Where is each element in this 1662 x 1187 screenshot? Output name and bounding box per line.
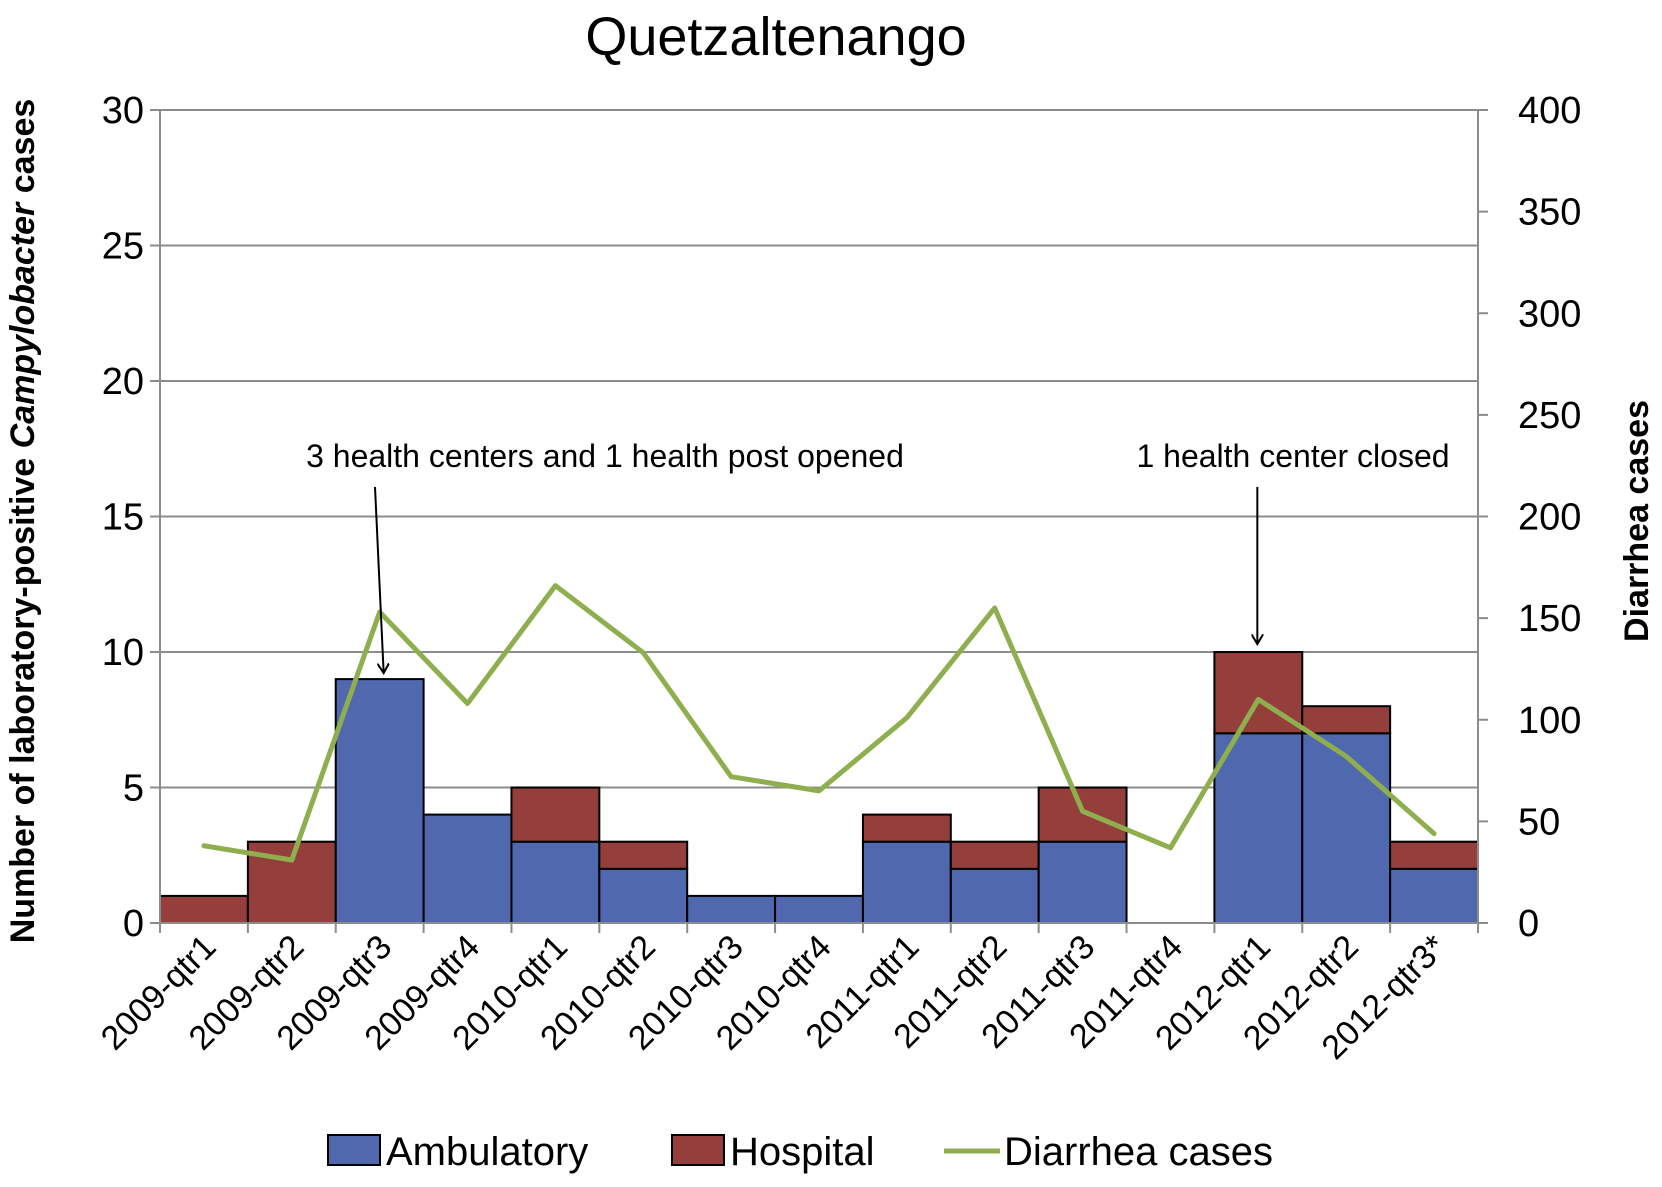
annotation-arrow-opened bbox=[374, 486, 384, 673]
y-tick-label-right: 200 bbox=[1518, 497, 1581, 539]
annotation-label-opened: 3 health centers and 1 health post opene… bbox=[306, 438, 904, 474]
y-tick-label-right: 300 bbox=[1518, 293, 1581, 335]
bar-ambulatory bbox=[510, 840, 601, 925]
y-axis-left-label-start: Number of laboratory-positive bbox=[4, 448, 42, 943]
y-tick-label-left: 25 bbox=[102, 226, 144, 268]
y-tick-label-left: 10 bbox=[102, 632, 144, 674]
annotation-label-closed: 1 health center closed bbox=[1136, 438, 1449, 474]
y-tick-label-right: 150 bbox=[1518, 598, 1581, 640]
y-axis-left-label-italic: Campylobacter bbox=[4, 201, 42, 448]
y-tick-label-left: 0 bbox=[123, 903, 144, 945]
bar-ambulatory bbox=[422, 813, 513, 924]
bar-ambulatory bbox=[1301, 732, 1392, 924]
x-axis-ticks: 2009-qtr12009-qtr22009-qtr32009-qtr42010… bbox=[94, 928, 1454, 1067]
y-tick-label-right: 250 bbox=[1518, 395, 1581, 437]
bar-ambulatory bbox=[334, 678, 425, 924]
bar-ambulatory bbox=[861, 840, 952, 925]
y-tick-label-left: 30 bbox=[102, 90, 144, 132]
bar-ambulatory bbox=[1213, 732, 1304, 924]
bar-hospital bbox=[598, 840, 689, 870]
bar-ambulatory bbox=[686, 894, 777, 925]
bar-ambulatory bbox=[949, 867, 1040, 924]
legend-label-diarrhea: Diarrhea cases bbox=[1004, 1130, 1273, 1174]
bar-hospital bbox=[510, 786, 601, 843]
bar-hospital bbox=[1037, 786, 1128, 843]
legend-swatch-ambulatory bbox=[327, 1134, 381, 1166]
y-tick-label-right: 400 bbox=[1518, 90, 1581, 132]
bar-hospital bbox=[159, 894, 249, 925]
legend-label-hospital: Hospital bbox=[730, 1130, 875, 1174]
y-tick-label-left: 5 bbox=[123, 768, 144, 810]
chart-title: Quetzaltenango bbox=[585, 7, 966, 67]
y-tick-label-right: 100 bbox=[1518, 700, 1581, 742]
bar-ambulatory bbox=[598, 867, 689, 924]
bar-hospital bbox=[861, 813, 952, 843]
y-tick-label-right: 50 bbox=[1518, 801, 1560, 843]
y-tick-label-right: 350 bbox=[1518, 192, 1581, 234]
y-axis-left-label-end: cases bbox=[4, 99, 42, 203]
y-axis-right-label: Diarrhea cases bbox=[1618, 400, 1656, 642]
annotations: 3 health centers and 1 health post opene… bbox=[306, 438, 1450, 673]
y-tick-label-left: 20 bbox=[102, 361, 144, 403]
legend-swatch-hospital bbox=[671, 1134, 725, 1166]
bar-ambulatory bbox=[1389, 867, 1479, 924]
y-axis-right-ticks: 0 50 100 150 200 250 300 350 400 bbox=[1478, 90, 1581, 945]
legend-label-ambulatory: Ambulatory bbox=[386, 1130, 588, 1174]
bar-hospital bbox=[949, 840, 1040, 870]
y-tick-label-right: 0 bbox=[1518, 903, 1539, 945]
y-axis-left-label: Number of laboratory-positive Campylobac… bbox=[4, 99, 42, 944]
bar-ambulatory bbox=[774, 894, 864, 925]
bars bbox=[159, 651, 1479, 925]
bar-hospital bbox=[1389, 840, 1479, 870]
legend: Ambulatory Hospital Diarrhea cases bbox=[327, 1130, 1273, 1174]
y-axis-left-ticks: 0 5 10 15 20 25 30 bbox=[102, 90, 160, 945]
diarrhea-line bbox=[201, 583, 1437, 863]
bar-hospital bbox=[1301, 705, 1392, 735]
diarrhea-series-line bbox=[201, 583, 1437, 863]
bar-ambulatory bbox=[1037, 840, 1128, 925]
y-tick-label-left: 15 bbox=[102, 497, 144, 539]
